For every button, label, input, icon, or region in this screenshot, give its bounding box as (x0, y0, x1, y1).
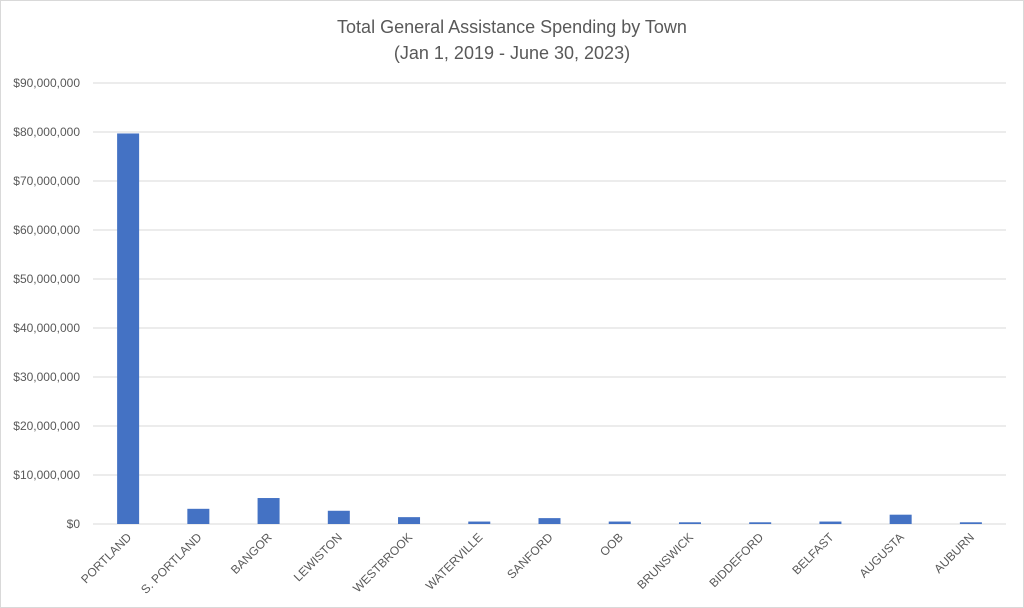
y-tick-label: $10,000,000 (13, 468, 80, 482)
x-tick-label: BIDDEFORD (706, 530, 766, 590)
x-tick-label: AUBURN (931, 530, 977, 576)
y-tick-label: $30,000,000 (13, 370, 80, 384)
bar-waterville (468, 521, 491, 524)
x-tick-label: SANFORD (504, 530, 556, 582)
x-tick-label: WATERVILLE (423, 530, 486, 593)
bar-oob (608, 521, 631, 524)
bar-portland (117, 133, 140, 524)
bar-bangor (257, 498, 280, 524)
x-tick-label: OOB (597, 530, 626, 559)
x-tick-label: BANGOR (228, 530, 275, 577)
y-tick-label: $90,000,000 (13, 76, 80, 90)
y-tick-label: $80,000,000 (13, 125, 80, 139)
x-tick-label: AUGUSTA (856, 530, 906, 580)
bar-belfast (819, 521, 842, 524)
bar-lewiston (327, 510, 350, 524)
y-tick-label: $50,000,000 (13, 272, 80, 286)
x-tick-label: S. PORTLAND (138, 530, 205, 597)
bar-augusta (889, 514, 912, 524)
bar-westbrook (398, 517, 421, 524)
chart-title: Total General Assistance Spending by Tow… (337, 17, 687, 37)
x-tick-label: PORTLAND (78, 530, 134, 586)
y-tick-label: $0 (67, 517, 81, 531)
bar-sanford (538, 518, 561, 524)
x-tick-label: LEWISTON (291, 530, 345, 584)
bar-brunswick (678, 522, 701, 524)
bar-biddeford (749, 522, 772, 524)
y-tick-label: $70,000,000 (13, 174, 80, 188)
y-tick-label: $60,000,000 (13, 223, 80, 237)
x-tick-label: WESTBROOK (350, 530, 415, 595)
x-tick-label: BELFAST (789, 530, 837, 578)
x-tick-label: BRUNSWICK (634, 530, 696, 592)
chart-subtitle: (Jan 1, 2019 - June 30, 2023) (394, 43, 630, 63)
bar-s-portland (187, 508, 210, 524)
y-tick-label: $20,000,000 (13, 419, 80, 433)
y-tick-label: $40,000,000 (13, 321, 80, 335)
bar-auburn (959, 522, 982, 524)
